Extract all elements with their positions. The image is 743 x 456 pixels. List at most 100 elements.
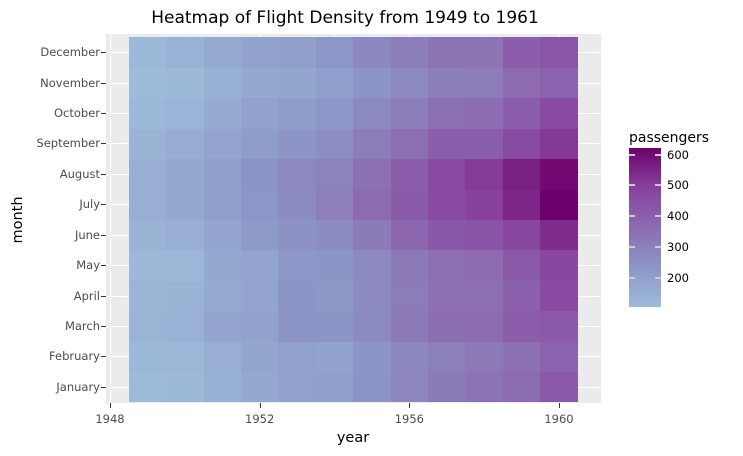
y-tick-label: August [59,166,100,181]
heatmap-cell [353,249,392,281]
heatmap-cell [540,219,579,251]
heatmap-cell [540,310,579,342]
heatmap-cell [315,97,354,129]
y-tick-label: November [40,75,100,90]
gridline-vertical [110,34,111,403]
heatmap-cell [502,37,541,68]
y-tick [101,387,106,388]
heatmap-cell [428,341,466,373]
heatmap-cell [390,128,429,160]
y-tick [101,204,106,205]
heatmap-cell [315,249,354,281]
x-tick [110,403,111,408]
colorbar-tick-label: 400 [667,209,689,224]
colorbar-tick-label: 300 [667,239,689,254]
heatmap-cell [128,249,167,281]
heatmap-cell [278,310,317,342]
x-tick-label: 1952 [245,412,275,426]
heatmap-cell [315,158,354,190]
heatmap-cell [465,219,504,251]
y-tick-label: July [79,197,100,212]
heatmap-cell [203,280,242,312]
y-tick [101,265,106,266]
heatmap-cell [428,249,466,281]
heatmap-cell [465,189,504,220]
heatmap-cell [128,97,167,129]
heatmap-cell [428,97,466,129]
heatmap-cell [428,280,466,312]
heatmap-cell [203,158,242,190]
legend-title: passengers [629,130,710,146]
heatmap-cell [203,310,242,342]
heatmap-cell [128,310,167,342]
heatmap-cell [353,67,392,99]
heatmap-cell [502,371,541,403]
colorbar-tick [655,184,661,187]
heatmap-cell [540,67,579,99]
heatmap-cell [128,371,167,403]
heatmap-cell [240,67,279,99]
y-tick [101,356,106,357]
heatmap-cell [465,37,504,68]
x-tick-label: 1960 [544,412,574,426]
heatmap-cell [353,189,392,220]
heatmap-cell [166,37,205,68]
heatmap-cell [428,310,466,342]
heatmap-cell [502,280,541,312]
colorbar-tick [629,276,635,279]
heatmap-cell [540,341,579,373]
heatmap-cell [353,128,392,160]
y-tick [101,113,106,114]
heatmap-cell [428,189,466,220]
heatmap-cell [502,341,541,373]
heatmap-cell [166,97,205,129]
heatmap-cell [465,371,504,403]
y-tick-label: September [36,136,100,151]
heatmap-cell [502,189,541,220]
colorbar [629,148,661,307]
heatmap-cell [166,310,205,342]
heatmap-cell [428,128,466,160]
heatmap-cell [502,158,541,190]
heatmap-cell [315,371,354,403]
heatmap-cell [315,219,354,251]
heatmap-cell [465,128,504,160]
heatmap-cell [428,158,466,190]
heatmap-cell [540,37,579,68]
heatmap-cell [390,158,429,190]
x-tick [409,403,410,408]
heatmap-cell [240,341,279,373]
heatmap-cell [278,97,317,129]
y-tick-label: May [76,258,100,273]
heatmap-cell [465,249,504,281]
heatmap-cell [353,341,392,373]
y-tick-label: February [49,349,100,364]
colorbar-tick [629,215,635,218]
heatmap-cell [502,310,541,342]
y-tick [101,83,106,84]
heatmap-cell [128,67,167,99]
heatmap-cell [203,371,242,403]
y-tick-label: March [64,318,100,333]
y-tick [101,235,106,236]
heatmap-cell [465,310,504,342]
heatmap-cell [278,371,317,403]
heatmap-cell [353,97,392,129]
colorbar-tick [655,153,661,156]
heatmap-cell [502,219,541,251]
heatmap-cell [390,219,429,251]
chart-title-text: Heatmap of Flight Density from 1949 to 1… [151,8,539,28]
heatmap-cell [166,280,205,312]
x-axis-title: year [336,430,370,446]
heatmap-cell [353,158,392,190]
heatmap-cell [540,158,579,190]
heatmap-cell [540,128,579,160]
heatmap-cell [390,189,429,220]
heatmap-cell [428,37,466,68]
heatmap-cell [465,280,504,312]
heatmap-cell [203,189,242,220]
heatmap-cell [278,341,317,373]
heatmap-cell [428,67,466,99]
heatmap-cell [278,158,317,190]
y-axis-title: month [10,196,26,244]
